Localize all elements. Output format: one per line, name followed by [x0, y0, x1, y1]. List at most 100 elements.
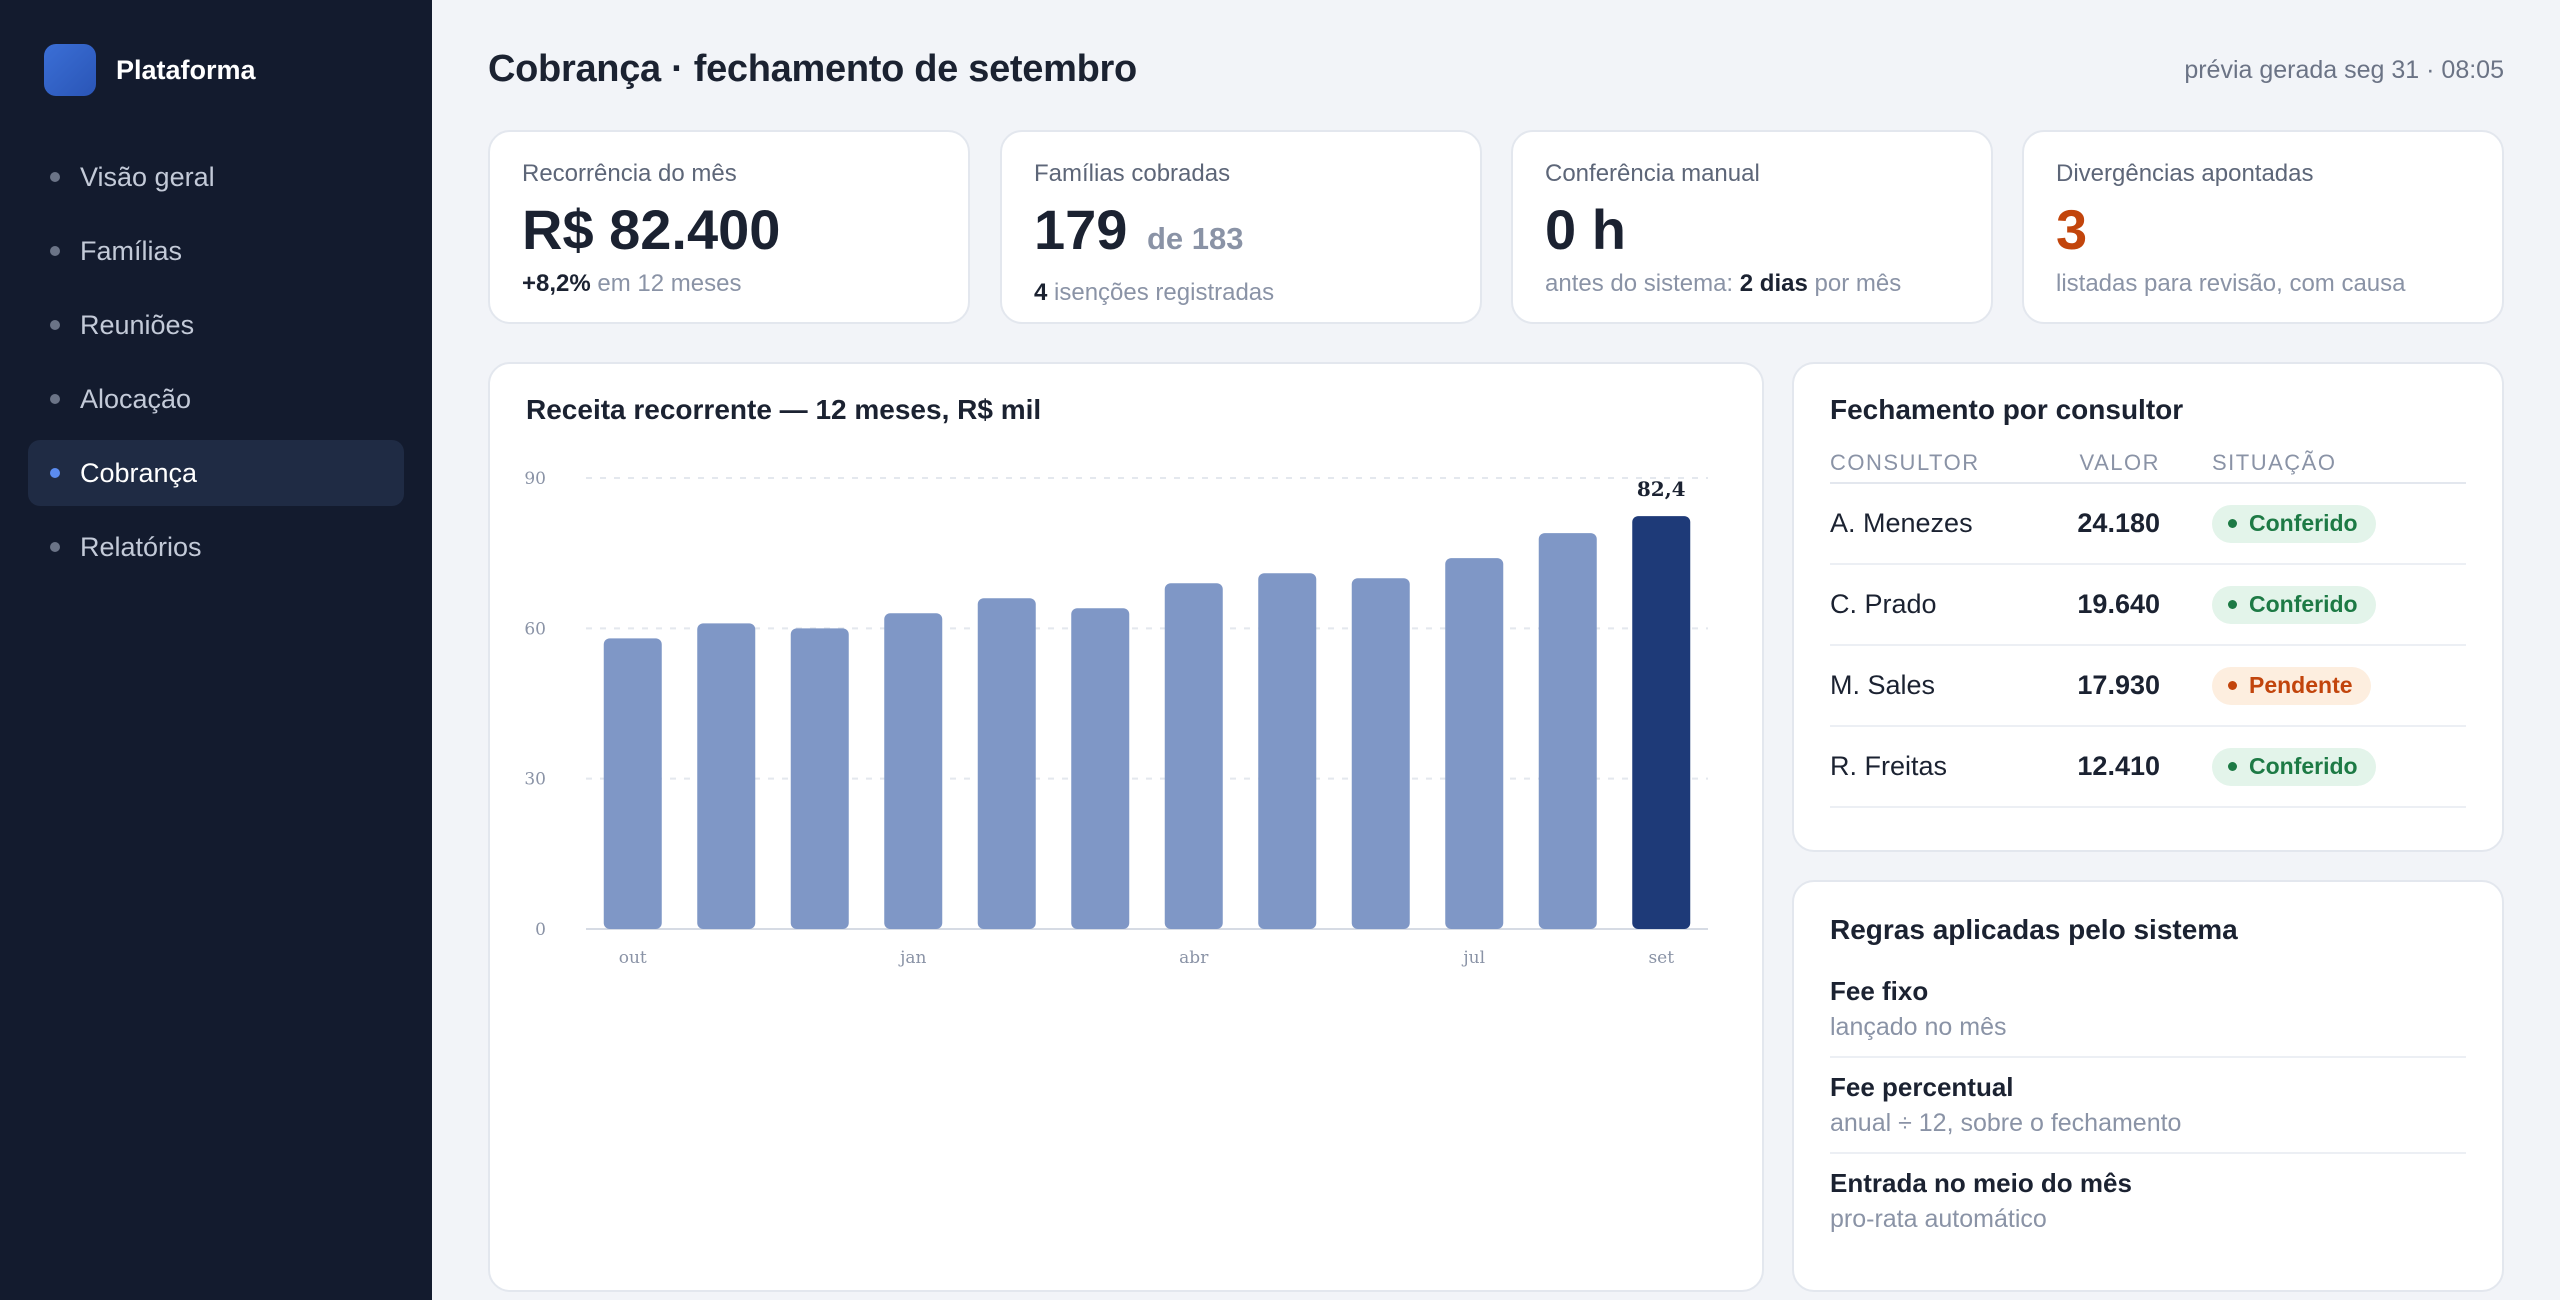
- rule-title: Entrada no meio do mês: [1830, 1168, 2132, 1198]
- status-badge: Conferido: [2212, 747, 2376, 786]
- status-label: Conferido: [2249, 753, 2358, 780]
- kpi-label: Divergências apontadas: [2056, 160, 2314, 187]
- rules-list: Fee fixo lançado no mês Fee percentual a…: [1830, 962, 2466, 1248]
- kpi-subtext: listadas para revisão, com causa: [2056, 270, 2406, 297]
- sidebar-item-visao-geral[interactable]: Visão geral: [28, 144, 404, 210]
- bar: [1071, 608, 1130, 929]
- section-title: Regras aplicadas pelo sistema: [1830, 914, 2238, 945]
- consultant-value: 12.410: [2077, 751, 2160, 781]
- bullet-icon: [50, 394, 60, 404]
- bar: [697, 623, 756, 929]
- y-tick-label: 90: [524, 469, 546, 489]
- sidebar-item-label: Reuniões: [80, 309, 195, 340]
- sidebar-item-relatorios[interactable]: Relatórios: [28, 514, 404, 580]
- status-dot-icon: [2228, 519, 2237, 529]
- rule-item: Fee fixo lançado no mês: [1830, 962, 2466, 1058]
- section-title: Fechamento por consultor: [1830, 394, 2184, 425]
- rule-item: Entrada no meio do mês pro-rata automáti…: [1830, 1154, 2466, 1248]
- status-label: Pendente: [2249, 672, 2353, 699]
- kpi-before-label: antes do sistema:: [1545, 270, 1734, 297]
- kpi-value: 179: [1034, 198, 1128, 261]
- bar: [1351, 578, 1410, 929]
- x-tick-label: set: [1648, 948, 1674, 968]
- bullet-icon: [50, 542, 60, 552]
- rule-description: anual ÷ 12, sobre o fechamento: [1830, 1109, 2182, 1137]
- rule-title: Fee percentual: [1830, 1072, 2014, 1102]
- rule-title: Fee fixo: [1830, 976, 1929, 1006]
- column-header-consultant: CONSULTOR: [1830, 450, 1980, 475]
- kpi-delta: +8,2%: [522, 270, 591, 297]
- y-tick-label: 30: [524, 770, 546, 790]
- bullet-icon: [50, 246, 60, 256]
- page-title: Cobrança · fechamento de setembro: [488, 48, 1137, 90]
- bar: [1445, 558, 1504, 929]
- kpi-exemption-count: 4: [1034, 279, 1048, 306]
- status-label: Conferido: [2249, 510, 2358, 537]
- sidebar-item-familias[interactable]: Famílias: [28, 218, 404, 284]
- table-row[interactable]: R. Freitas 12.410 Conferido: [1830, 727, 2466, 808]
- x-tick-label: out: [619, 948, 647, 968]
- bar: [884, 613, 943, 929]
- rule-description: pro-rata automático: [1830, 1205, 2047, 1233]
- consultant-value: 24.180: [2077, 508, 2160, 538]
- sidebar-item-label: Alocação: [80, 383, 192, 414]
- consultant-value: 17.930: [2077, 670, 2160, 700]
- sidebar-item-label: Cobrança: [80, 457, 198, 488]
- kpi-label: Conferência manual: [1545, 160, 1760, 187]
- status-label: Conferido: [2249, 591, 2358, 618]
- status-badge: Pendente: [2212, 666, 2371, 705]
- bar: [603, 638, 662, 929]
- status-badge: Conferido: [2212, 585, 2376, 624]
- column-header-status: SITUAÇÃO: [2212, 450, 2337, 475]
- table-header: CONSULTOR VALOR SITUAÇÃO: [1830, 444, 2466, 484]
- bar-value-label: 82,4: [1637, 477, 1686, 501]
- table-row[interactable]: C. Prado 19.640 Conferido: [1830, 565, 2466, 646]
- kpi-value-total: de 183: [1147, 221, 1244, 256]
- consultant-name: A. Menezes: [1830, 508, 1973, 538]
- revenue-chart-card: 0 30 60 90 82,4 out jan abr jul set Receita recor…: [488, 362, 1764, 1292]
- consultant-name: M. Sales: [1830, 670, 1936, 700]
- sidebar-item-reunioes[interactable]: Reuniões: [28, 292, 404, 358]
- kpi-exemption-note: isenções registradas: [1054, 279, 1275, 306]
- kpi-subtext: 4 isenções registradas: [1034, 279, 1448, 307]
- kpi-value: 3: [2056, 198, 2088, 261]
- kpi-card-manual-check: Conferência manual 0 h antes do sistema:…: [1511, 130, 1993, 324]
- bar: [977, 598, 1036, 929]
- bullet-icon: [50, 172, 60, 182]
- kpi-subtext: antes do sistema: 2 dias por mês: [1545, 270, 1959, 298]
- brand[interactable]: Plataforma: [44, 44, 256, 96]
- bar: [790, 628, 849, 929]
- status-cell: Conferido: [2212, 585, 2376, 624]
- kpi-subtext: +8,2% em 12 meses: [522, 270, 936, 298]
- consultant-value: 19.640: [2077, 589, 2160, 619]
- x-tick-label: jan: [898, 948, 926, 968]
- status-cell: Conferido: [2212, 504, 2376, 543]
- kpi-label: Recorrência do mês: [522, 160, 737, 187]
- kpi-value: 0 h: [1545, 198, 1626, 261]
- bullet-icon: [50, 320, 60, 330]
- kpi-value: R$ 82.400: [522, 198, 781, 261]
- rule-item: Fee percentual anual ÷ 12, sobre o fecha…: [1830, 1058, 2466, 1154]
- sidebar-nav: Visão geral Famílias Reuniões Alocação C…: [28, 144, 404, 588]
- sidebar-item-alocacao[interactable]: Alocação: [28, 366, 404, 432]
- kpi-label: Famílias cobradas: [1034, 160, 1231, 187]
- sidebar-item-label: Famílias: [80, 235, 183, 266]
- revenue-bar-chart: 0 30 60 90 82,4 out jan abr jul set: [524, 469, 1708, 968]
- status-dot-icon: [2228, 762, 2237, 772]
- status-dot-icon: [2228, 681, 2237, 691]
- sidebar-item-label: Visão geral: [80, 161, 215, 192]
- sidebar-item-cobranca[interactable]: Cobrança: [28, 440, 404, 506]
- chart-title: Receita recorrente — 12 meses, R$ mil: [526, 394, 1042, 425]
- consultant-name: R. Freitas: [1830, 751, 1948, 781]
- preview-timestamp: prévia gerada seg 31 · 08:05: [2184, 56, 2504, 84]
- bar: [1538, 533, 1597, 929]
- rules-card: Regras aplicadas pelo sistema Fee fixo l…: [1792, 880, 2504, 1292]
- x-tick-label: jul: [1461, 948, 1485, 968]
- kpi-card-families: Famílias cobradas 179 de 183 4 isenções …: [1000, 130, 1482, 324]
- kpi-delta-note: em 12 meses: [597, 270, 742, 297]
- table-row[interactable]: M. Sales 17.930 Pendente: [1830, 646, 2466, 727]
- status-cell: Conferido: [2212, 747, 2376, 786]
- sidebar-item-label: Relatórios: [80, 531, 202, 562]
- table-row[interactable]: A. Menezes 24.180 Conferido: [1830, 484, 2466, 565]
- kpi-before-unit: por mês: [1814, 270, 1902, 297]
